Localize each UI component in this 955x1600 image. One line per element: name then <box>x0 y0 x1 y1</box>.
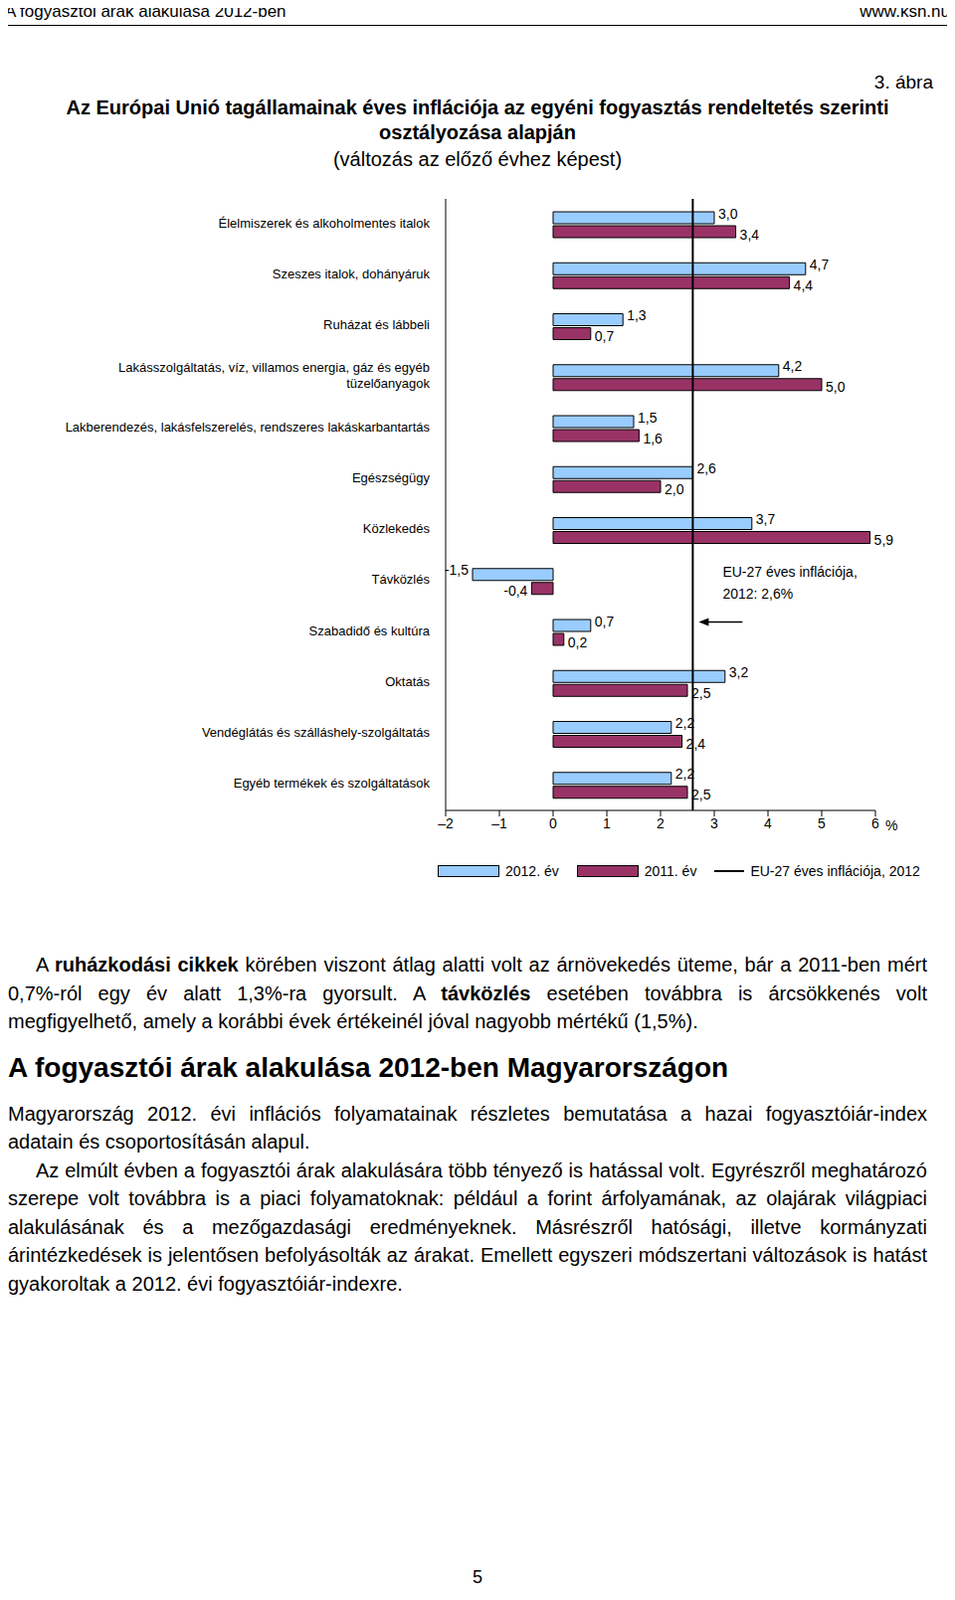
svg-text:3,0: 3,0 <box>718 205 739 222</box>
svg-text:5,9: 5,9 <box>874 532 895 549</box>
html-text:(változás az előző évhez képes: (változás az előző évhez képest) <box>333 148 622 171</box>
html-text:2012. év: 2012. év <box>505 863 559 880</box>
svg-text:1: 1 <box>602 815 611 832</box>
svg-text:4: 4 <box>764 815 772 832</box>
svg-text:EU-27 éves inflációja,: EU-27 éves inflációja, <box>722 564 857 580</box>
svg-text:5: 5 <box>817 815 826 832</box>
svg-text:Élelmiszerek és alkoholmentes: Élelmiszerek és alkoholmentes italok <box>218 215 431 231</box>
svg-text:5,0: 5,0 <box>825 379 846 395</box>
svg-text:3: 3 <box>710 815 719 832</box>
svg-text:3,4: 3,4 <box>740 226 761 243</box>
svg-text:0: 0 <box>549 815 558 832</box>
html-text:Az Európai Unió tagállamainak: Az Európai Unió tagállamainak éves inflá… <box>66 96 889 144</box>
html-text:Magyarország 2012. évi infláci: Magyarország 2012. évi inflációs folyama… <box>7 1102 928 1153</box>
svg-text:4,4: 4,4 <box>793 277 814 294</box>
svg-text:Lakásszolgáltatás, víz, villam: Lakásszolgáltatás, víz, villamos energia… <box>118 361 430 392</box>
svg-text:4,2: 4,2 <box>782 358 803 375</box>
svg-text:Ruházat és lábbeli: Ruházat és lábbeli <box>323 318 430 334</box>
svg-text:%: % <box>885 817 898 834</box>
html-text:A fogyasztói árak alakulása 20: A fogyasztói árak alakulása 2012-ben <box>4 1 287 21</box>
svg-text:Vendéglátás és szálláshely-szo: Vendéglátás és szálláshely-szolgáltatás <box>201 726 431 742</box>
html-text:2011. év: 2011. év <box>644 863 697 880</box>
html-text:5: 5 <box>472 1567 483 1588</box>
svg-text:Szeszes italok, dohányáruk: Szeszes italok, dohányáruk <box>272 266 431 282</box>
svg-text:2,2: 2,2 <box>675 765 696 782</box>
svg-text:–2: –2 <box>437 815 454 832</box>
svg-text:2,2: 2,2 <box>675 715 696 732</box>
svg-text:1,5: 1,5 <box>637 409 658 426</box>
svg-text:2,0: 2,0 <box>664 481 685 498</box>
svg-text:Lakberendezés, lakásfelszerelé: Lakberendezés, lakásfelszerelés, rendsze… <box>65 419 431 435</box>
svg-text:Közlekedés: Közlekedés <box>363 522 431 538</box>
html-text:A ruházkodási cikkek körében v: A ruházkodási cikkek körében viszont átl… <box>7 954 928 1033</box>
svg-text:3,2: 3,2 <box>729 664 750 681</box>
svg-text:Távközlés: Távközlés <box>371 573 430 588</box>
html-text:Az elmúlt évben a fogyasztói á: Az elmúlt évben a fogyasztói árak alakul… <box>7 1159 928 1295</box>
html-text:www.ksh.hu: www.ksh.hu <box>859 1 951 21</box>
svg-text:1,6: 1,6 <box>642 430 663 447</box>
svg-text:2: 2 <box>656 815 665 832</box>
svg-text:0,7: 0,7 <box>594 328 615 345</box>
svg-text:Oktatás: Oktatás <box>384 674 430 690</box>
html-text:EU-27 éves inflációja, 2012: EU-27 éves inflációja, 2012 <box>750 863 920 880</box>
svg-text:4,7: 4,7 <box>809 256 830 273</box>
svg-text:6: 6 <box>871 815 880 832</box>
svg-text:Egyéb termékek és szolgáltatás: Egyéb termékek és szolgáltatások <box>233 776 431 792</box>
svg-text:0,7: 0,7 <box>594 613 615 630</box>
svg-text:2,4: 2,4 <box>686 736 707 753</box>
svg-text:–1: –1 <box>491 815 508 832</box>
svg-text:3,7: 3,7 <box>756 511 776 528</box>
svg-text:Egészségügy: Egészségügy <box>352 470 431 486</box>
svg-text:2012: 2,6%: 2012: 2,6% <box>722 585 793 602</box>
svg-text:2,5: 2,5 <box>691 685 712 702</box>
svg-text:-0,4: -0,4 <box>503 582 528 599</box>
html-text:A fogyasztói árak alakulása 20: A fogyasztói árak alakulása 2012-ben Mag… <box>7 1051 729 1083</box>
svg-text:-1,5: -1,5 <box>444 562 469 578</box>
svg-text:2,6: 2,6 <box>696 460 717 477</box>
svg-text:1,3: 1,3 <box>626 307 647 324</box>
html-text:3. ábra: 3. ábra <box>874 71 934 93</box>
svg-text:2,5: 2,5 <box>691 786 712 803</box>
svg-text:0,2: 0,2 <box>568 634 588 651</box>
svg-text:Szabadidő és kultúra: Szabadidő és kultúra <box>309 623 431 639</box>
